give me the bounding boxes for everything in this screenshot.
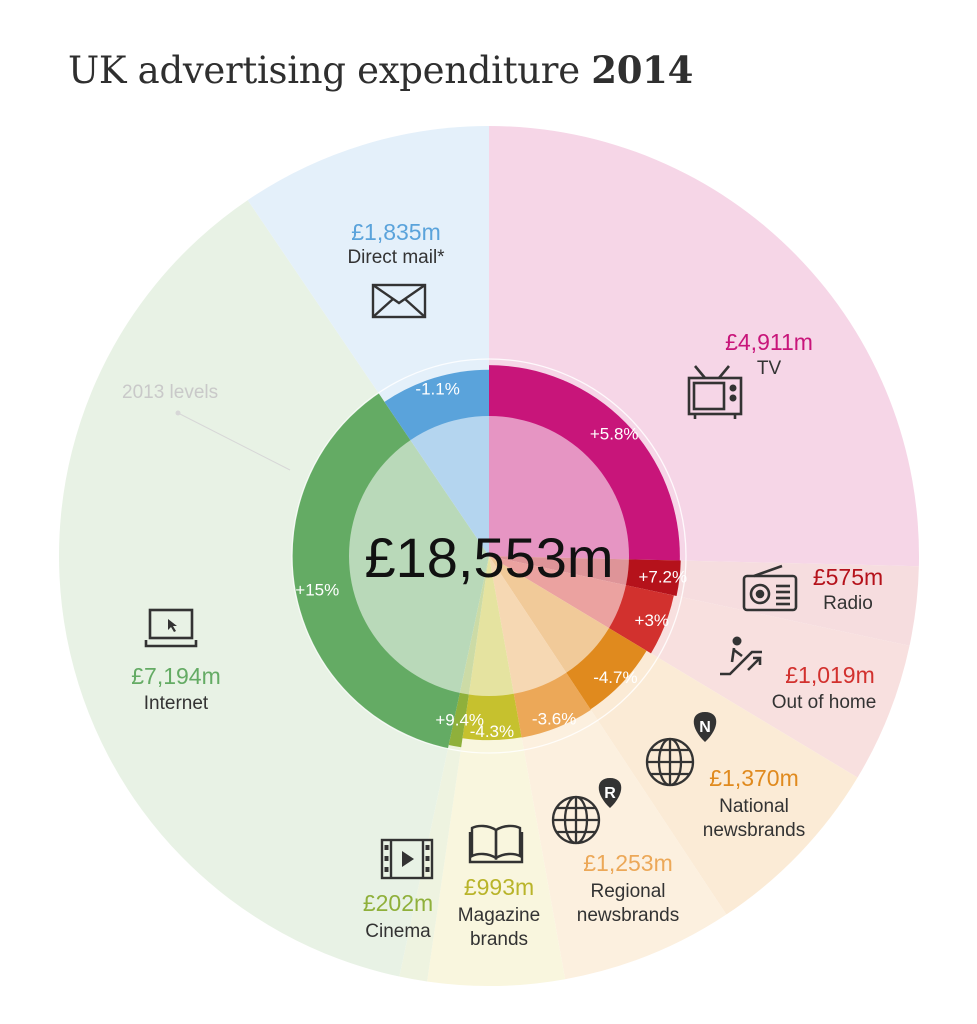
- change-label-regional-newsbrands: -3.6%: [532, 709, 576, 728]
- radio-icon: [742, 564, 798, 612]
- change-label-out-of-home: +3%: [635, 611, 670, 630]
- globe-r-icon: R: [551, 778, 622, 845]
- film-icon: [380, 838, 434, 880]
- directmail-name: Direct mail*: [347, 247, 445, 268]
- book-icon: [468, 824, 524, 864]
- magazine-name-line1: Magazine: [458, 905, 540, 926]
- chart-title: UK advertising expenditure 2014: [68, 48, 693, 92]
- annotation-dot: [175, 410, 181, 416]
- change-label-internet: +15%: [295, 581, 339, 600]
- cinema-value: £202m: [363, 890, 433, 916]
- change-label-national-newsbrands: -4.7%: [593, 668, 637, 687]
- center-disc: [349, 416, 629, 696]
- outer-sector-internet: [58, 200, 489, 977]
- annotation-2013-levels: 2013 levels: [122, 382, 218, 403]
- tv-name: TV: [757, 358, 782, 379]
- regional-name-line2: newsbrands: [577, 905, 679, 926]
- national-name-line1: National: [719, 796, 789, 817]
- radio-name: Radio: [823, 593, 873, 614]
- change-label-direct-mail: -1.1%: [415, 380, 459, 399]
- national-name-line2: newsbrands: [703, 820, 805, 841]
- laptop-icon: [144, 608, 198, 648]
- envelope-icon: [371, 283, 427, 319]
- regional-name-line1: Regional: [591, 881, 666, 902]
- radio-value: £575m: [813, 564, 883, 590]
- change-labels: +5.8% +7.2% +3% -4.7% -3.6% -4.3%+9.4% +15% -1.…: [295, 380, 687, 741]
- regional-value: £1,253m: [583, 850, 673, 876]
- globe-n-icon: N: [645, 712, 717, 787]
- annotation-line: [177, 412, 291, 471]
- segment-labels: £1,835m Direct mail* £4,911m TV £575m Ra…: [131, 219, 883, 950]
- change-label-tv: +5.8%: [590, 425, 639, 444]
- change-label-magazine-brands: -4.3%: [470, 722, 514, 741]
- magazine-value: £993m: [464, 874, 534, 900]
- directmail-value: £1,835m: [351, 219, 441, 245]
- national-value: £1,370m: [709, 765, 799, 791]
- ooh-value: £1,019m: [785, 662, 875, 688]
- change-label-radio: +7.2%: [638, 567, 687, 586]
- ring-2013-levels: [291, 358, 687, 754]
- change-label-cinema: +9.4%: [435, 710, 484, 729]
- title-year: 2014: [591, 48, 694, 92]
- magazine-name-line2: brands: [470, 929, 528, 950]
- internet-value: £7,194m: [131, 663, 221, 689]
- title-text: UK advertising expenditure: [68, 49, 580, 92]
- cinema-name: Cinema: [365, 921, 431, 942]
- tv-icon: [687, 365, 743, 419]
- escalator-icon: [720, 636, 762, 676]
- svg-text:N: N: [699, 719, 711, 736]
- internet-name: Internet: [144, 693, 209, 714]
- tv-value: £4,911m: [725, 329, 813, 355]
- ooh-name: Out of home: [772, 692, 877, 713]
- svg-text:R: R: [604, 785, 616, 802]
- outer-sector-magazine-brands: [427, 556, 566, 986]
- total-label: £18,553m: [364, 526, 613, 589]
